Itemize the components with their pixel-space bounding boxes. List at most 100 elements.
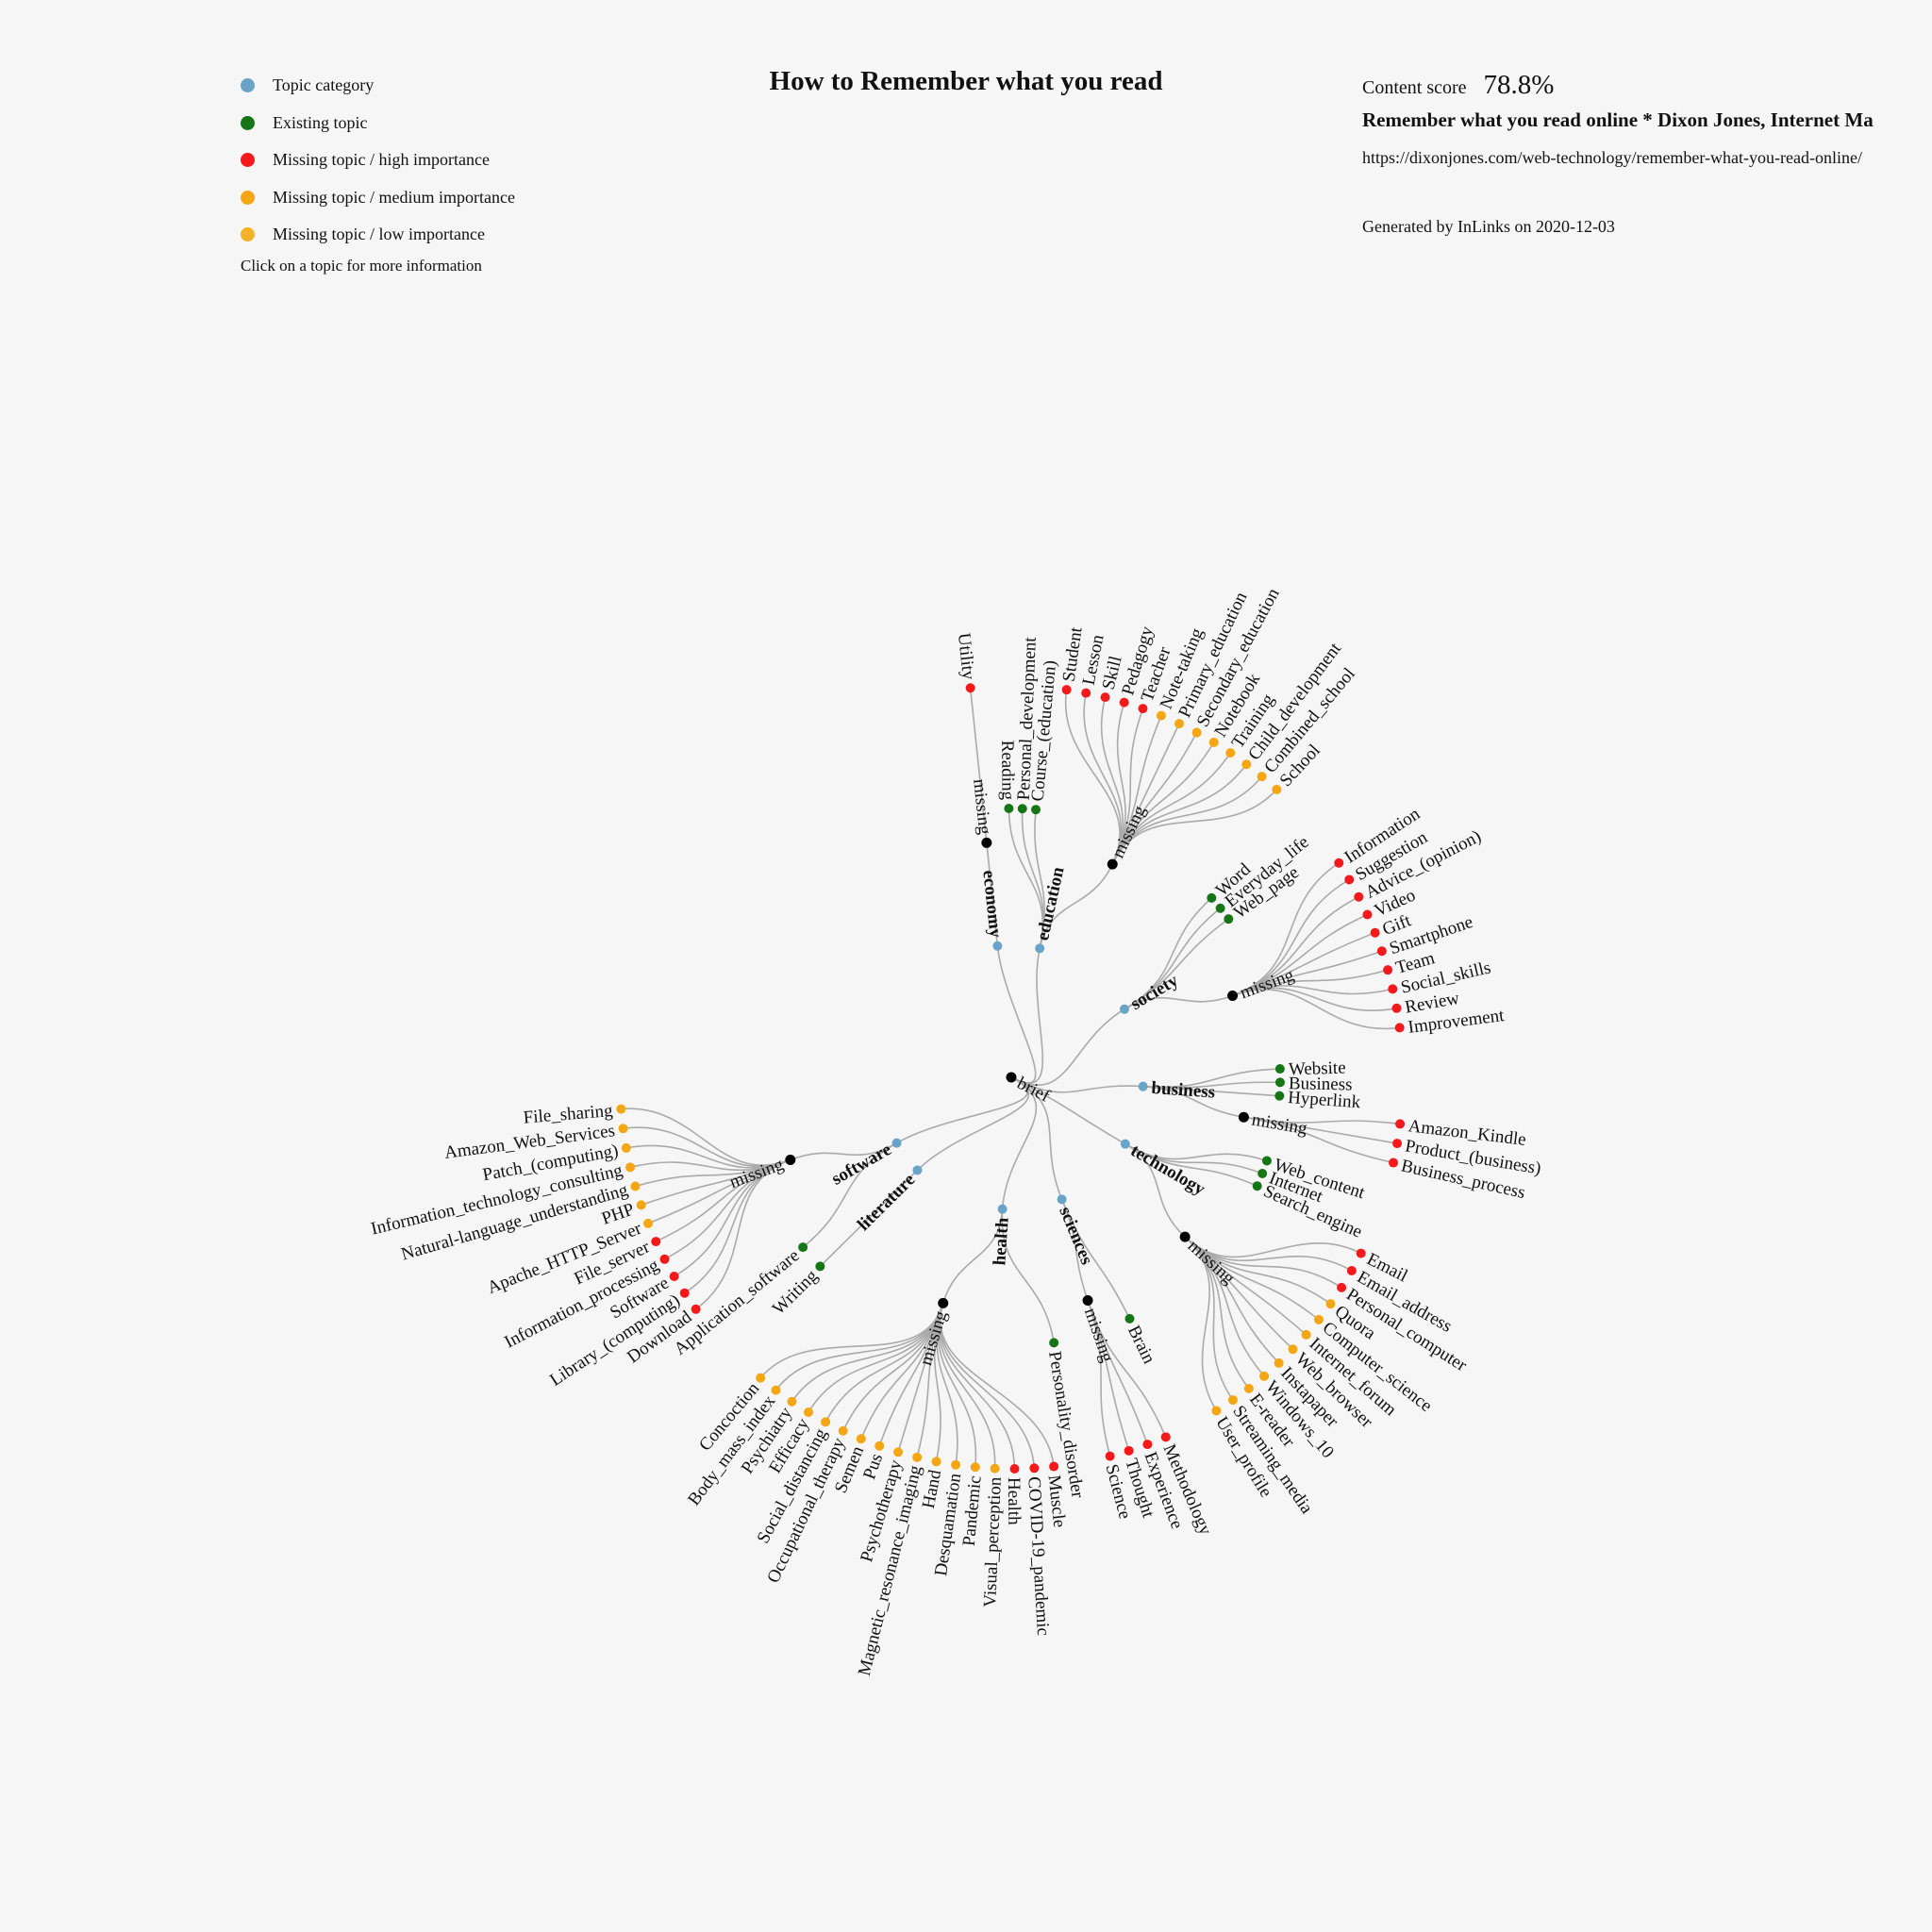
missing-group-node[interactable]: missing: [1080, 1294, 1117, 1365]
node-dot[interactable]: [1017, 804, 1027, 814]
topic-node-health[interactable]: Health: [1004, 1463, 1024, 1525]
node-dot[interactable]: [1376, 946, 1387, 957]
node-dot[interactable]: [1383, 965, 1393, 975]
node-dot[interactable]: [1100, 692, 1110, 703]
node-dot[interactable]: [1362, 909, 1373, 920]
node-dot[interactable]: [679, 1288, 690, 1298]
node-dot[interactable]: [1241, 759, 1252, 770]
node-dot[interactable]: [815, 1261, 825, 1272]
category-node-health[interactable]: health: [990, 1204, 1013, 1266]
node-dot[interactable]: [1337, 1282, 1347, 1292]
topic-node-business[interactable]: Business: [1274, 1074, 1353, 1094]
node-dot[interactable]: [821, 1417, 831, 1427]
missing-group-node[interactable]: missing: [1227, 965, 1297, 1003]
node-dot[interactable]: [1006, 1072, 1017, 1083]
category-node-business[interactable]: business: [1138, 1078, 1216, 1103]
node-dot[interactable]: [1389, 1158, 1399, 1168]
node-dot[interactable]: [625, 1162, 636, 1173]
node-dot[interactable]: [912, 1165, 923, 1175]
node-dot[interactable]: [1119, 697, 1129, 708]
node-dot[interactable]: [1325, 1299, 1336, 1309]
node-dot[interactable]: [1301, 1329, 1311, 1340]
node-dot[interactable]: [771, 1385, 781, 1395]
category-node-society[interactable]: society: [1119, 971, 1182, 1015]
node-dot[interactable]: [1107, 858, 1118, 870]
node-dot[interactable]: [1395, 1119, 1406, 1129]
node-dot[interactable]: [1356, 1248, 1366, 1258]
node-dot[interactable]: [1208, 737, 1219, 747]
node-dot[interactable]: [1227, 1395, 1238, 1406]
node-dot[interactable]: [1049, 1338, 1059, 1348]
node-dot[interactable]: [951, 1459, 961, 1470]
node-dot[interactable]: [1261, 1156, 1272, 1166]
node-dot[interactable]: [636, 1200, 646, 1210]
node-dot[interactable]: [997, 1204, 1008, 1214]
node-dot[interactable]: [621, 1142, 631, 1153]
node-dot[interactable]: [1346, 1265, 1357, 1275]
node-dot[interactable]: [1191, 727, 1202, 738]
node-dot[interactable]: [1081, 688, 1091, 698]
node-dot[interactable]: [874, 1441, 885, 1451]
node-dot[interactable]: [1227, 991, 1239, 1002]
node-dot[interactable]: [1225, 748, 1236, 758]
node-dot[interactable]: [931, 1457, 941, 1467]
node-dot[interactable]: [1391, 1003, 1402, 1013]
node-dot[interactable]: [1274, 1091, 1285, 1101]
node-dot[interactable]: [1211, 1406, 1222, 1416]
node-dot[interactable]: [651, 1237, 661, 1247]
missing-group-node[interactable]: missing: [1107, 802, 1150, 870]
category-node-education[interactable]: education: [1033, 865, 1069, 954]
node-dot[interactable]: [1004, 804, 1014, 814]
node-dot[interactable]: [1029, 1463, 1040, 1474]
node-dot[interactable]: [798, 1242, 808, 1253]
node-dot[interactable]: [891, 1138, 902, 1148]
node-dot[interactable]: [1105, 1451, 1115, 1461]
node-dot[interactable]: [1057, 1194, 1067, 1205]
node-dot[interactable]: [965, 683, 975, 693]
node-dot[interactable]: [1215, 903, 1225, 913]
node-dot[interactable]: [1119, 1004, 1129, 1014]
node-dot[interactable]: [1224, 914, 1234, 924]
node-dot[interactable]: [1049, 1461, 1059, 1472]
category-node-economy[interactable]: economy: [978, 869, 1006, 951]
node-dot[interactable]: [669, 1272, 679, 1282]
node-dot[interactable]: [1031, 805, 1041, 815]
topic-node-hyperlink[interactable]: Hyperlink: [1274, 1088, 1361, 1112]
analyzed-page-url[interactable]: https://dixonjones.com/web-technology/re…: [1362, 148, 1862, 167]
node-dot[interactable]: [1138, 1081, 1148, 1091]
category-node-sciences[interactable]: sciences: [1055, 1194, 1096, 1268]
node-dot[interactable]: [1243, 1383, 1254, 1393]
node-dot[interactable]: [856, 1434, 866, 1444]
missing-group-node[interactable]: missing: [969, 778, 994, 848]
node-dot[interactable]: [1392, 1139, 1403, 1149]
node-dot[interactable]: [1274, 1357, 1284, 1368]
node-dot[interactable]: [1274, 1064, 1285, 1074]
node-dot[interactable]: [912, 1452, 923, 1462]
node-dot[interactable]: [1354, 891, 1364, 902]
node-dot[interactable]: [1174, 719, 1185, 729]
node-dot[interactable]: [1179, 1231, 1191, 1242]
topic-node-brain[interactable]: Brain: [1124, 1313, 1159, 1368]
topic-node-reading[interactable]: Reading: [997, 741, 1018, 814]
node-dot[interactable]: [1334, 858, 1344, 868]
node-dot[interactable]: [893, 1447, 904, 1457]
node-dot[interactable]: [1124, 1445, 1134, 1456]
node-dot[interactable]: [970, 1462, 980, 1473]
node-dot[interactable]: [992, 941, 1003, 951]
node-dot[interactable]: [981, 837, 992, 848]
node-dot[interactable]: [1082, 1294, 1093, 1306]
node-dot[interactable]: [616, 1104, 626, 1114]
node-dot[interactable]: [1138, 704, 1148, 714]
node-dot[interactable]: [659, 1254, 670, 1264]
node-dot[interactable]: [1124, 1313, 1135, 1324]
node-dot[interactable]: [938, 1297, 949, 1308]
node-dot[interactable]: [1313, 1314, 1324, 1324]
node-dot[interactable]: [785, 1154, 796, 1165]
node-dot[interactable]: [1238, 1111, 1249, 1123]
missing-group-node[interactable]: missing: [1238, 1110, 1309, 1140]
node-dot[interactable]: [990, 1463, 1000, 1474]
node-dot[interactable]: [1120, 1139, 1130, 1149]
topic-node-utility[interactable]: Utility: [954, 632, 978, 693]
category-node-technology[interactable]: technology: [1120, 1139, 1209, 1200]
node-dot[interactable]: [1370, 927, 1380, 938]
